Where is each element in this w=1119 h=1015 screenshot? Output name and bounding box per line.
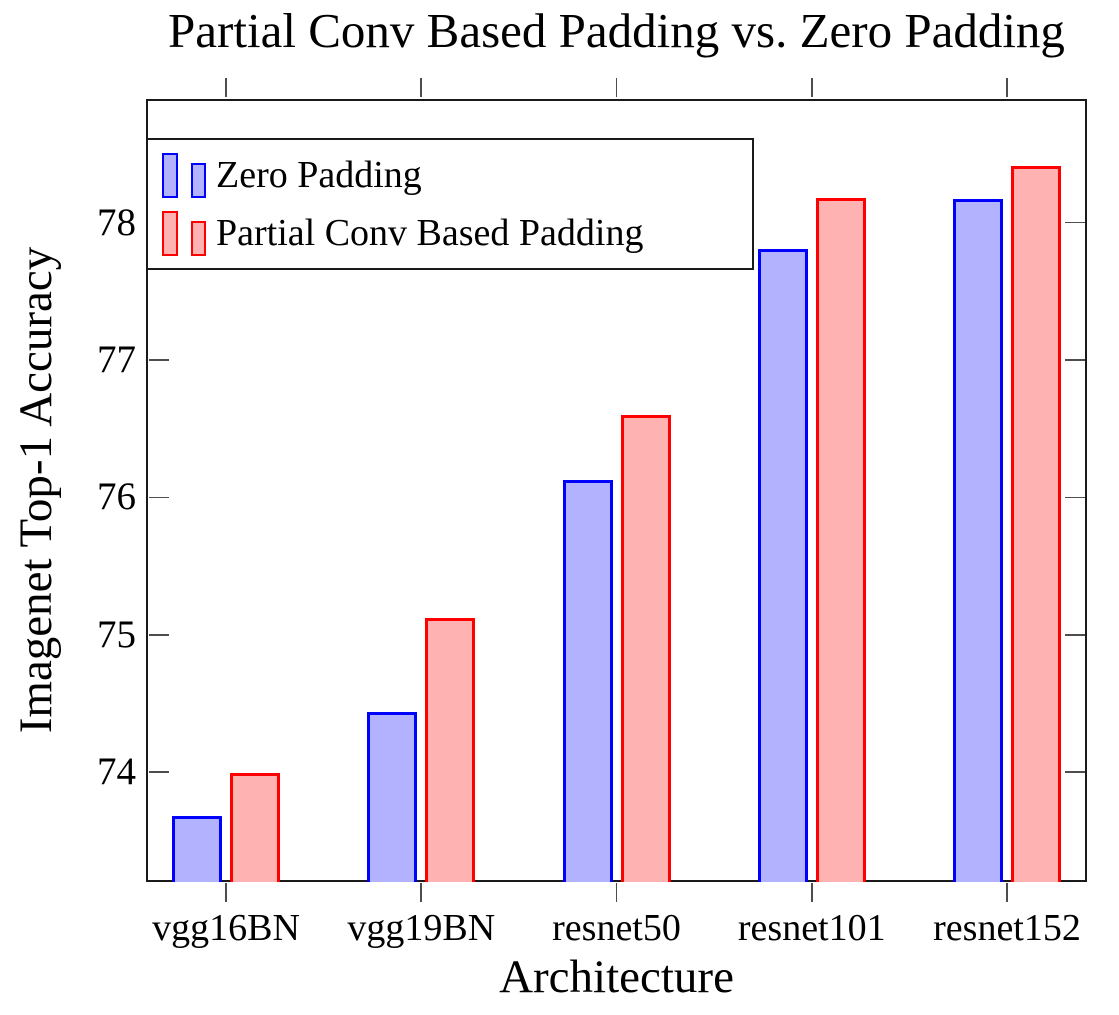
x-tick-bottom [810,883,813,902]
bar-partial-conv-based-padding-vgg16bn [230,773,280,882]
y-tick-label: 77 [97,338,136,381]
bar-partial-conv-based-padding-resnet101 [815,197,866,882]
y-tick-left [148,359,169,361]
y-tick-label: 74 [97,750,136,794]
x-tick-top [1006,78,1008,97]
bar-partial-conv-based-padding-vgg19bn [425,618,476,882]
legend-swatch-group [162,152,206,198]
y-tick-label: 75 [97,612,136,656]
bar-zero-padding-resnet152 [953,199,1003,882]
x-tick-label: vgg19BN [347,907,496,949]
x-tick-label: resnet50 [552,907,681,949]
legend-label: Zero Padding [216,154,422,196]
x-tick-label: vgg16BN [152,907,300,949]
y-tick-left [148,633,169,636]
bar-zero-padding-resnet101 [757,248,808,882]
y-tick-left [148,771,169,773]
x-tick-top [420,78,423,97]
y-tick-right [1064,221,1085,224]
bar-swatch-icon [191,221,206,256]
y-tick-left [148,496,169,499]
legend-swatch-group [162,210,206,256]
x-axis-label: Architecture [499,951,734,1003]
legend-item-zero-padding: Zero Padding [162,152,752,198]
chart-title: Partial Conv Based Padding vs. Zero Padd… [168,3,1065,58]
bar-swatch-icon [162,211,178,256]
bar-swatch-icon [191,163,206,198]
y-tick-label: 76 [97,475,136,519]
x-tick-label: resnet152 [933,907,1081,949]
bar-zero-padding-vgg16bn [172,816,222,882]
bar-zero-padding-resnet50 [562,479,613,882]
x-tick-label: resnet101 [737,907,886,949]
bar-swatch-icon [162,153,178,198]
x-tick-bottom [420,883,423,902]
x-tick-bottom [615,883,618,902]
bar-zero-padding-vgg19bn [367,711,418,882]
y-tick-right [1064,771,1085,773]
y-tick-label: 78 [97,200,136,244]
bar-partial-conv-based-padding-resnet152 [1011,166,1061,882]
legend: Zero Padding Partial Conv Based Padding [146,138,754,270]
x-tick-top [810,78,813,97]
legend-label: Partial Conv Based Padding [216,212,644,254]
x-tick-top [615,78,618,97]
bar-partial-conv-based-padding-resnet50 [620,414,671,882]
y-tick-right [1064,359,1085,361]
x-tick-bottom [225,883,227,902]
x-tick-top [225,78,227,97]
y-tick-right [1064,496,1085,499]
y-tick-right [1064,633,1085,636]
x-tick-bottom [1006,883,1008,902]
legend-item-partial-conv-based-padding: Partial Conv Based Padding [162,210,752,256]
